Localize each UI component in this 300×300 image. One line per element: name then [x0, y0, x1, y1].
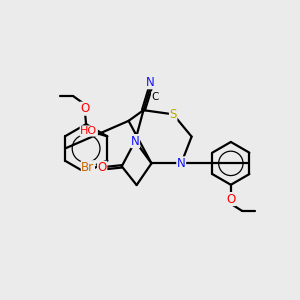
Text: N: N: [177, 157, 186, 170]
Text: O: O: [98, 161, 107, 174]
Text: N: N: [131, 135, 140, 148]
Text: N: N: [146, 76, 154, 89]
Text: O: O: [80, 102, 89, 115]
Text: O: O: [226, 193, 236, 206]
Text: HO: HO: [80, 126, 97, 136]
Text: S: S: [169, 108, 177, 121]
Text: C: C: [152, 92, 159, 102]
Text: Br: Br: [81, 161, 94, 174]
